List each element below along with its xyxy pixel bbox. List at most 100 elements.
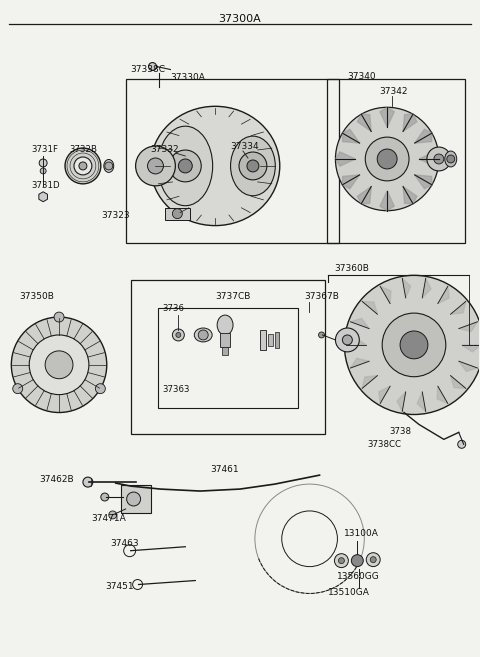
Circle shape — [65, 148, 101, 184]
Circle shape — [176, 332, 181, 338]
Text: 37330A: 37330A — [170, 73, 205, 82]
Bar — [131, 281, 324, 434]
Text: 13100A: 13100A — [344, 530, 379, 538]
Polygon shape — [438, 286, 449, 304]
Polygon shape — [459, 361, 478, 371]
Polygon shape — [362, 302, 377, 314]
Circle shape — [427, 147, 451, 171]
FancyArrowPatch shape — [198, 331, 211, 337]
Polygon shape — [350, 319, 369, 328]
Circle shape — [247, 160, 259, 172]
Circle shape — [45, 351, 73, 378]
Polygon shape — [380, 191, 394, 211]
Bar — [220, 333, 230, 347]
Circle shape — [434, 154, 444, 164]
Polygon shape — [459, 322, 478, 332]
Text: 37461: 37461 — [210, 464, 239, 474]
Text: 13560GG: 13560GG — [337, 572, 380, 581]
Bar — [158, 308, 298, 407]
Bar — [275, 332, 279, 348]
Polygon shape — [419, 152, 439, 166]
Circle shape — [101, 493, 109, 501]
Circle shape — [105, 162, 113, 170]
Circle shape — [382, 313, 446, 376]
Text: 37367B: 37367B — [305, 292, 339, 301]
Ellipse shape — [104, 160, 114, 172]
Circle shape — [127, 492, 141, 506]
Circle shape — [377, 149, 397, 169]
Text: 37342: 37342 — [379, 87, 408, 96]
Bar — [327, 79, 465, 244]
Circle shape — [335, 554, 348, 568]
Ellipse shape — [158, 126, 213, 206]
Polygon shape — [422, 279, 431, 298]
Circle shape — [172, 329, 184, 341]
Bar — [166, 208, 190, 219]
Bar — [268, 334, 273, 346]
Circle shape — [366, 553, 380, 566]
Polygon shape — [358, 187, 371, 204]
Text: 3736: 3736 — [162, 304, 184, 313]
Ellipse shape — [194, 328, 212, 342]
Polygon shape — [402, 279, 411, 298]
Circle shape — [458, 440, 466, 448]
Polygon shape — [437, 386, 448, 403]
Text: 37360B: 37360B — [335, 264, 369, 273]
Polygon shape — [415, 129, 432, 143]
Ellipse shape — [151, 106, 280, 225]
Ellipse shape — [230, 136, 276, 196]
Polygon shape — [358, 114, 371, 131]
Text: 13510GA: 13510GA — [327, 588, 370, 597]
Polygon shape — [336, 152, 355, 166]
Circle shape — [147, 158, 164, 174]
Circle shape — [169, 150, 201, 182]
Circle shape — [239, 152, 267, 180]
Polygon shape — [403, 187, 417, 204]
Ellipse shape — [445, 151, 457, 167]
Circle shape — [370, 556, 376, 562]
Text: 37463: 37463 — [111, 539, 139, 548]
Circle shape — [342, 335, 352, 345]
Circle shape — [400, 331, 428, 359]
Circle shape — [336, 328, 360, 352]
Ellipse shape — [217, 315, 233, 335]
Polygon shape — [415, 175, 432, 189]
Text: 37350B: 37350B — [19, 292, 54, 301]
Text: 37462B: 37462B — [39, 474, 74, 484]
Text: 37332: 37332 — [151, 145, 179, 154]
Circle shape — [172, 209, 182, 219]
Polygon shape — [350, 358, 369, 368]
Circle shape — [29, 335, 89, 395]
Text: 37323: 37323 — [101, 211, 130, 220]
Circle shape — [365, 137, 409, 181]
Polygon shape — [380, 107, 394, 127]
Polygon shape — [403, 114, 417, 131]
Circle shape — [96, 384, 105, 394]
Text: 3731F: 3731F — [31, 145, 58, 154]
Text: 37451: 37451 — [106, 582, 134, 591]
Polygon shape — [462, 345, 480, 352]
Polygon shape — [417, 392, 426, 411]
Text: 37340: 37340 — [348, 72, 376, 81]
Polygon shape — [342, 175, 360, 189]
Bar — [260, 330, 266, 350]
Circle shape — [83, 477, 93, 487]
Polygon shape — [379, 386, 390, 403]
Text: 3737CB: 3737CB — [215, 292, 251, 301]
Polygon shape — [347, 338, 366, 345]
Circle shape — [447, 155, 455, 163]
Text: 37334: 37334 — [230, 141, 259, 150]
Circle shape — [79, 162, 87, 170]
Circle shape — [13, 384, 23, 394]
Text: 3738CC: 3738CC — [367, 440, 401, 449]
Polygon shape — [380, 286, 391, 304]
Text: 3731D: 3731D — [31, 181, 60, 191]
Circle shape — [74, 157, 92, 175]
Polygon shape — [362, 376, 377, 388]
Text: 37300A: 37300A — [218, 14, 262, 24]
Text: 37471A: 37471A — [91, 514, 126, 524]
Circle shape — [40, 168, 46, 174]
Circle shape — [351, 555, 363, 566]
Polygon shape — [397, 392, 406, 411]
Circle shape — [198, 330, 208, 340]
